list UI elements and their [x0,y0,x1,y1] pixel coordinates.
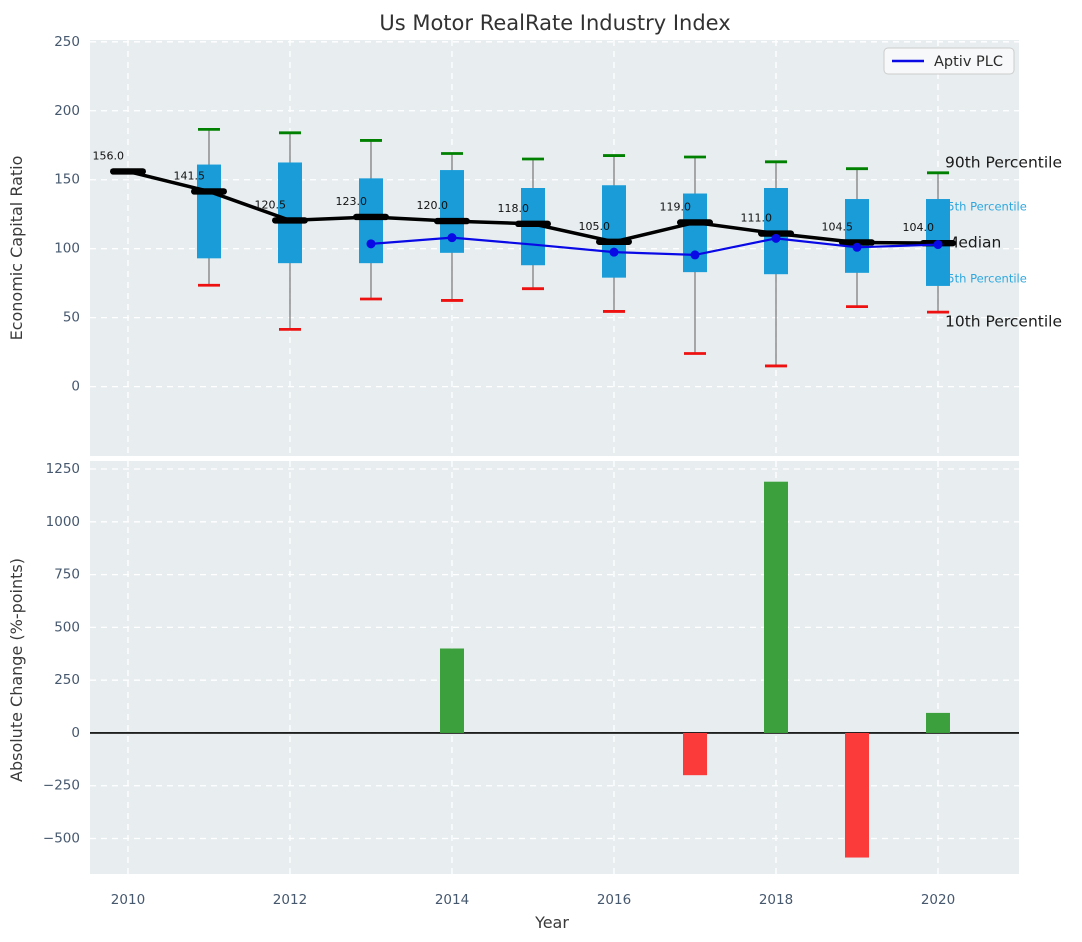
annotation-10th-percentile: 10th Percentile [945,312,1062,330]
bar-2017 [682,732,707,776]
percentile-annotations: 90th Percentile 75th Percentile Median 25th… [940,154,1062,331]
bar-2019 [844,732,869,858]
aptiv-line [370,236,939,257]
median-value-label-2011: 141.5 [173,169,205,182]
legend: Aptiv PLC [883,47,1015,75]
median-value-label-2017: 119.0 [659,200,691,213]
xtick-2018: 2018 [759,892,793,908]
aptiv-marker-2018 [771,233,781,243]
gridlines [90,40,1019,874]
annotation-25th-percentile: 25th Percentile [940,271,1027,285]
annotation-75th-percentile: 75th Percentile [940,199,1027,213]
ytick-top-50: 50 [63,310,80,326]
median-marker-2010 [109,168,146,175]
annotation-median: Median [945,234,1001,252]
aptiv-marker-2019 [852,242,862,252]
aptiv-marker-2014 [447,233,457,243]
median-marker-2011 [190,188,227,195]
aptiv-marker-2017 [690,250,700,260]
box-2012 [277,162,302,264]
ytick-bottom-500: 500 [54,619,80,635]
ytick-top-150: 150 [54,172,80,188]
x-axis-label: Year [534,913,569,932]
top-axes-background [90,40,1019,456]
bar-2018 [763,481,788,733]
median-value-label-2019: 104.5 [821,220,853,233]
median-marker-2014 [433,217,470,225]
chart-title: Us Motor RealRate Industry Index [379,11,730,35]
median-marker-2018 [757,230,794,237]
boxplot-layer: 156.0 141.5 120.5 123.0 120.0 118.0 105.0 119.0… [92,127,956,368]
median-value-label-2010: 156.0 [92,149,124,162]
box-2013 [358,178,383,264]
tick-labels: 0 50 100 150 200 250 −500 −250 0 250 500 750 1000 125… [43,34,955,908]
median-marker-2019 [838,239,875,246]
ytick-bottom-1250: 1250 [46,461,80,477]
ytick-top-100: 100 [54,241,80,257]
ytick-top-0: 0 [71,379,80,395]
median-value-label-2020: 104.0 [902,221,934,234]
ytick-top-250: 250 [54,34,80,50]
xtick-2014: 2014 [435,892,469,908]
ytick-bottom-250: 250 [54,672,80,688]
ytick-bottom--250: −250 [43,778,80,794]
y-axis-label-top: Economic Capital Ratio [7,156,26,341]
bar-layer [90,481,1019,858]
box-2011 [196,164,221,259]
median-marker-2015 [514,220,551,228]
xtick-2016: 2016 [597,892,631,908]
box-2016 [601,185,626,278]
legend-label: Aptiv PLC [934,54,1003,70]
median-value-label-2018: 111.0 [740,212,772,225]
median-marker-2013 [352,213,389,221]
aptiv-marker-2020 [933,240,943,250]
median-value-label-2016: 105.0 [578,220,610,233]
xtick-2012: 2012 [273,892,307,908]
aptiv-marker-2016 [609,247,619,257]
ytick-bottom-0: 0 [71,725,80,741]
bar-2020 [925,712,950,733]
median-marker-2017 [676,219,713,226]
median-value-label-2012: 120.5 [254,198,286,211]
axes-backgrounds [90,40,1019,874]
median-marker-2016 [595,238,632,245]
ytick-top-200: 200 [54,103,80,119]
legend-box [883,47,1015,75]
median-marker-2012 [271,217,308,224]
box-2019 [844,199,869,273]
ytick-bottom-750: 750 [54,567,80,583]
y-axis-label-bottom: Absolute Change (%-points) [7,558,26,782]
bottom-axes-background [90,461,1019,874]
median-value-label-2014: 120.0 [416,199,448,212]
annotation-90th-percentile: 90th Percentile [945,154,1062,172]
median-value-label-2013: 123.0 [335,195,367,208]
aptiv-marker-2013 [366,239,376,249]
bar-2014 [439,648,464,733]
xtick-2010: 2010 [111,892,145,908]
ytick-bottom--500: −500 [43,831,80,847]
ytick-bottom-1000: 1000 [46,514,80,530]
median-value-label-2015: 118.0 [497,202,529,215]
xtick-2020: 2020 [921,892,955,908]
